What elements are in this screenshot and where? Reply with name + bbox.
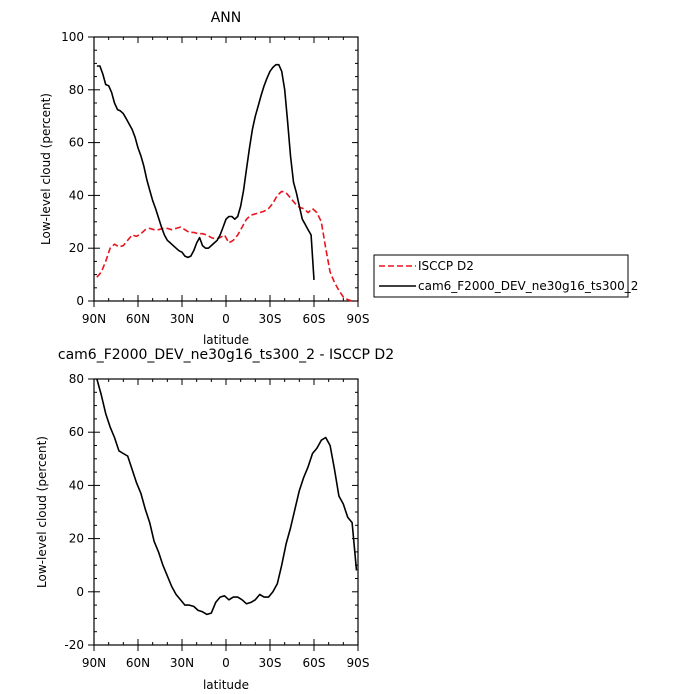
bottom-plot-area: 90N 60N 30N 0 30S 60S 90S -20 0 20 40 60 80 bbox=[64, 372, 369, 670]
top-xtick-label: 60S bbox=[303, 312, 326, 326]
top-chart-xlabel: latitude bbox=[203, 333, 249, 347]
bottom-plot-frame bbox=[93, 378, 359, 646]
bottom-xtick-label: 60S bbox=[303, 656, 326, 670]
top-plot-area: 90N 60N 30N 0 30S 60S 90S 0 20 40 60 80 100 bbox=[61, 30, 369, 326]
bottom-ytick-label: 80 bbox=[69, 372, 84, 386]
bottom-chart-ylabel: Low-level cloud (percent) bbox=[35, 436, 49, 588]
top-xtick-label: 60N bbox=[126, 312, 150, 326]
bottom-series-line-0 bbox=[96, 378, 358, 616]
bottom-xtick-label: 30N bbox=[170, 656, 194, 670]
legend-box bbox=[373, 254, 629, 298]
bottom-xtick-label: 90N bbox=[82, 656, 106, 670]
top-xtick-label: 90S bbox=[347, 312, 370, 326]
bottom-xtick-label: 90S bbox=[347, 656, 370, 670]
top-xtick-label: 0 bbox=[222, 312, 230, 326]
top-xtick-label: 90N bbox=[82, 312, 106, 326]
bottom-ytick-label: -20 bbox=[64, 638, 84, 652]
bottom-xtick-label: 60N bbox=[126, 656, 150, 670]
top-chart-title: ANN bbox=[211, 10, 242, 26]
top-ytick-label: 0 bbox=[76, 294, 84, 308]
bottom-ytick-label: 60 bbox=[69, 425, 84, 439]
top-xtick-label: 30S bbox=[259, 312, 282, 326]
top-plot-frame bbox=[93, 36, 359, 302]
bottom-xtick-label: 0 bbox=[222, 656, 230, 670]
top-xtick-label: 30N bbox=[170, 312, 194, 326]
bottom-xtick-label: 30S bbox=[259, 656, 282, 670]
bottom-ytick-label: 20 bbox=[69, 532, 84, 546]
top-ytick-label: 20 bbox=[69, 241, 84, 255]
legend-label-0: ISCCP D2 bbox=[418, 259, 474, 273]
top-ytick-label: 100 bbox=[61, 30, 84, 44]
bottom-chart-title: cam6_F2000_DEV_ne30g16_ts300_2 - ISCCP D… bbox=[58, 347, 394, 363]
legend: ISCCP D2 cam6_F2000_DEV_ne30g16_ts300_2 bbox=[373, 254, 638, 298]
legend-label-1: cam6_F2000_DEV_ne30g16_ts300_2 bbox=[418, 279, 638, 293]
top-ytick-label: 60 bbox=[69, 136, 84, 150]
bottom-ytick-label: 0 bbox=[76, 585, 84, 599]
top-chart-ylabel: Low-level cloud (percent) bbox=[39, 93, 53, 245]
bottom-chart-xlabel: latitude bbox=[203, 678, 249, 692]
top-ytick-label: 40 bbox=[69, 188, 84, 202]
bottom-ytick-label: 40 bbox=[69, 478, 84, 492]
top-series-line-1 bbox=[96, 63, 315, 280]
top-series-line-0 bbox=[96, 190, 357, 302]
top-ytick-label: 80 bbox=[69, 83, 84, 97]
